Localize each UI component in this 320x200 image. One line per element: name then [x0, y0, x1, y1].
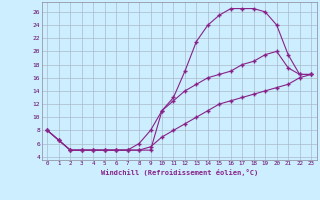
X-axis label: Windchill (Refroidissement éolien,°C): Windchill (Refroidissement éolien,°C)	[100, 169, 258, 176]
